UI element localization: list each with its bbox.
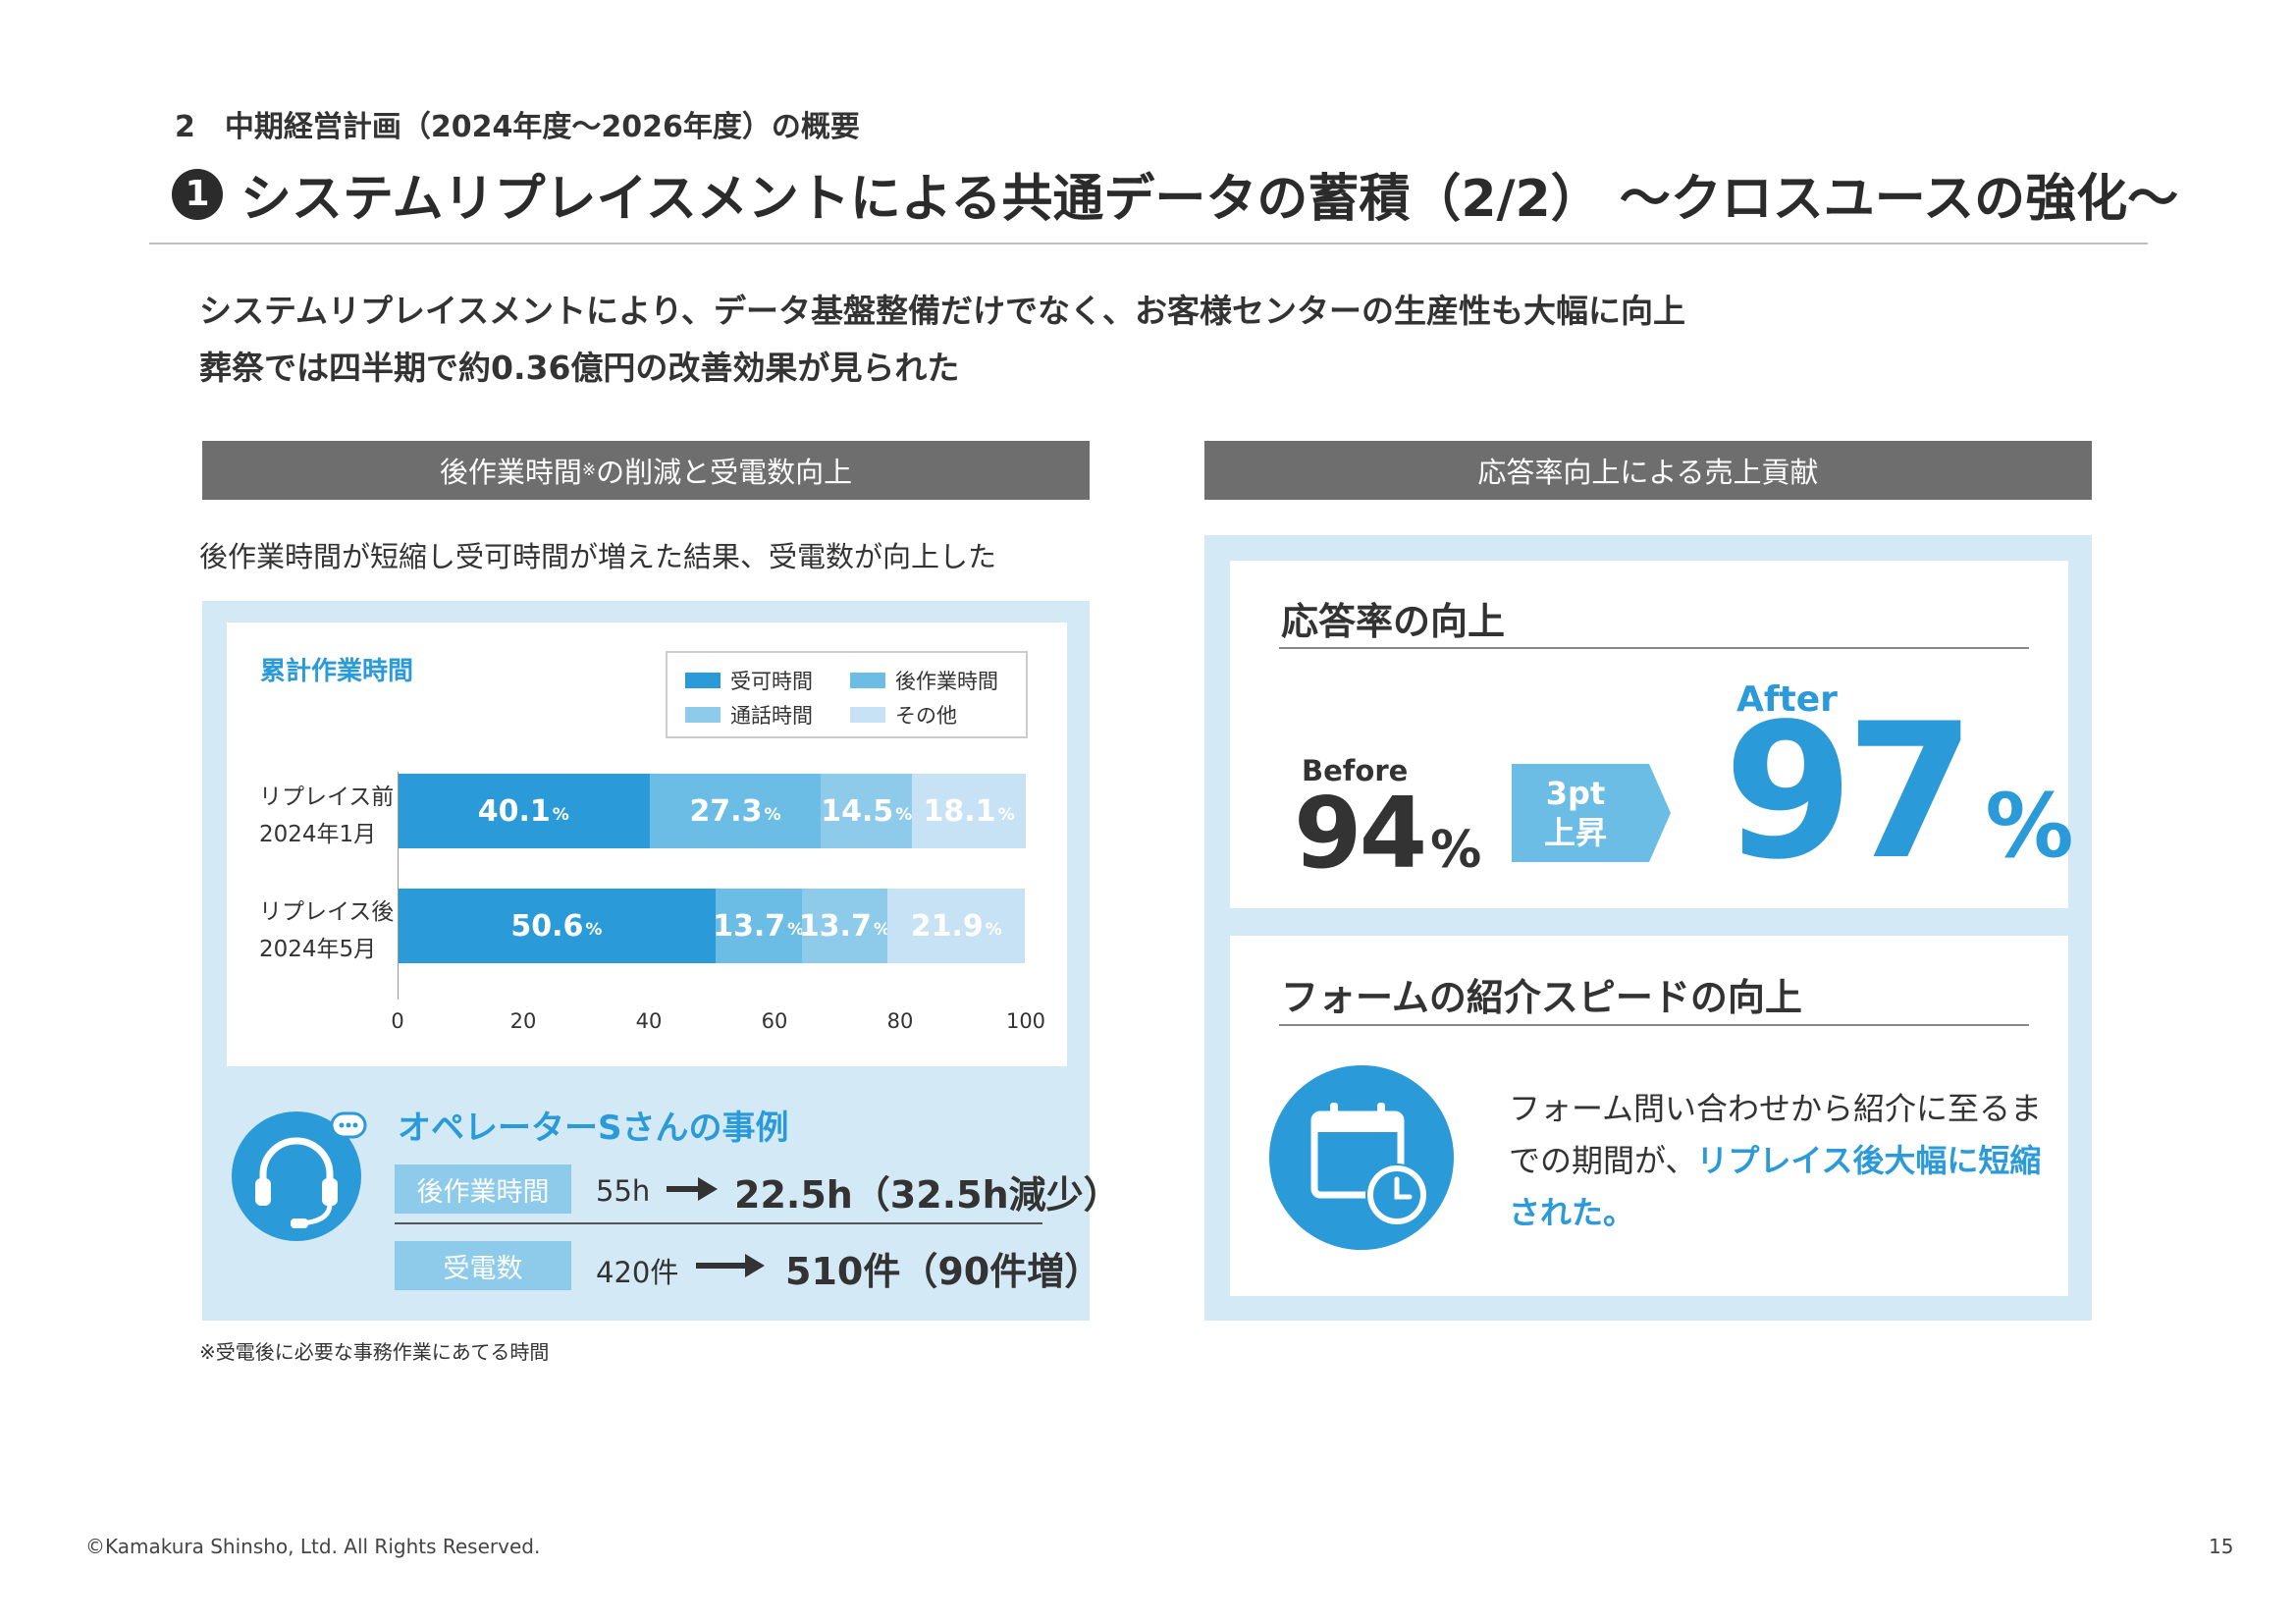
case-before-calls: 420件 (596, 1256, 679, 1289)
bar-plot-area: 40.1% 27.3% 14.5% 18.1% 50.6% 13.7% 13.7% 21.9% (398, 774, 1026, 970)
bar-value-unit: % (552, 805, 569, 825)
legend-label-other: その他 (895, 704, 957, 728)
after-value: 97% (1724, 699, 2074, 886)
after-unit: % (1985, 775, 2074, 878)
increase-word: 上昇 (1543, 814, 1607, 851)
bar-value-label: 21.9 (910, 908, 984, 944)
legend-item-available: 受可時間 (685, 666, 813, 695)
left-header-tail: の削減と受電数向上 (596, 456, 853, 489)
bar-segment: 40.1% (398, 774, 650, 848)
bar-segment: 18.1% (912, 774, 1026, 848)
legend-swatch-call (685, 707, 721, 723)
legend-swatch-available (685, 673, 721, 688)
response-heading: 応答率の向上 (1281, 600, 1506, 643)
after-number: 97 (1724, 683, 1975, 900)
increase-arrow-shape (1512, 764, 1671, 862)
section-label: 2 中期経営計画（2024年度～2026年度）の概要 (175, 110, 860, 144)
lead-line-2: 葬祭では四半期で約0.36億円の改善効果が見られた (199, 349, 960, 387)
page-title: 1 システムリプレイスメントによる共通データの蓄積（2/2） ～クロスユースの強… (172, 157, 2178, 231)
operator-headset-icon (232, 1111, 367, 1241)
form-heading-rule (1279, 1024, 2029, 1026)
x-tick-label: 20 (509, 1009, 537, 1033)
bar-value-label: 13.7 (798, 908, 872, 944)
bar-value-unit: % (585, 920, 603, 940)
bar-value-label: 50.6 (510, 908, 584, 944)
page-number: 15 (2209, 1535, 2234, 1558)
before-value: 94% (1294, 776, 1481, 891)
bar-segment: 13.7% (798, 889, 890, 963)
form-description-plain: フォーム問い合わせから紹介に至るまでの期間が、 (1509, 1090, 2043, 1179)
left-header-main: 後作業時間 (439, 456, 582, 489)
case-tag-after-work: 後作業時間 (395, 1164, 571, 1214)
footnote: ※受電後に必要な事務作業にあてる時間 (199, 1340, 550, 1364)
row-label-after: リプレイス後 (259, 899, 395, 925)
form-description: フォーム問い合わせから紹介に至るまでの期間が、リプレイス後大幅に短縮された。 (1509, 1083, 2058, 1239)
legend-swatch-other (850, 707, 885, 723)
left-section-header: 後作業時間 ※ の削減と受電数向上 (202, 441, 1090, 500)
legend-label-available: 受可時間 (730, 670, 813, 693)
bar-value-label: 27.3 (689, 793, 763, 829)
legend-swatch-after-work (850, 673, 885, 688)
bar-value-label: 14.5 (821, 793, 894, 829)
increase-badge-text: 3pt 上昇 (1512, 764, 1639, 862)
x-tick-label: 100 (1005, 1009, 1046, 1033)
arrow-right-icon (696, 1254, 765, 1277)
bar-value-unit: % (764, 805, 781, 825)
before-label: Before (1302, 754, 1409, 787)
bar-value-unit: % (985, 920, 1002, 940)
case-after-after-work: 22.5h（32.5h減少） (734, 1173, 1121, 1217)
bar-value-label: 40.1 (477, 793, 551, 829)
legend-item-after-work: 後作業時間 (850, 666, 998, 695)
increase-amount: 3pt (1545, 775, 1606, 812)
legend-item-other: その他 (850, 700, 957, 730)
row-sublabel-before: 2024年1月 (259, 822, 377, 847)
bar-value-unit: % (873, 920, 890, 940)
bar-value-unit: % (997, 805, 1015, 825)
x-axis-ticks: 0 20 40 60 80 100 (391, 1009, 1045, 1037)
legend-label-after-work: 後作業時間 (895, 670, 998, 693)
left-caption: 後作業時間が短縮し受可時間が増えた結果、受電数が向上した (199, 540, 997, 573)
x-tick-label: 60 (761, 1009, 788, 1033)
case-divider (395, 1222, 1042, 1224)
before-number: 94 (1294, 776, 1427, 891)
bar-value-unit: % (895, 805, 913, 825)
arrow-right-icon (667, 1177, 718, 1201)
right-section-header: 応答率向上による売上貢献 (1204, 441, 2092, 500)
legend-label-call: 通話時間 (730, 704, 813, 728)
bar-value-unit: % (787, 920, 805, 940)
bar-segment: 13.7% (713, 889, 805, 963)
y-axis-line (398, 772, 399, 1000)
case-before-after-work: 55h (596, 1174, 651, 1208)
form-heading: フォームの紹介スピードの向上 (1281, 976, 1802, 1019)
chart-title: 累計作業時間 (260, 657, 414, 686)
bar-value-label: 18.1 (923, 793, 996, 829)
chart-legend: 受可時間 後作業時間 通話時間 その他 (666, 651, 1028, 738)
bar-segment: 21.9% (887, 889, 1026, 963)
case-after-calls: 510件（90件増） (785, 1250, 1102, 1293)
bar-segment: 27.3% (649, 774, 822, 848)
page-title-text: システムリプレイスメントによる共通データの蓄積（2/2） ～クロスユースの強化～ (240, 170, 2179, 229)
case-tag-calls: 受電数 (395, 1241, 571, 1290)
left-header-note-mark: ※ (581, 460, 597, 480)
bar-value-label: 13.7 (713, 908, 786, 944)
calendar-clock-icon (1269, 1065, 1454, 1250)
x-tick-label: 80 (886, 1009, 914, 1033)
row-sublabel-after: 2024年5月 (259, 937, 377, 962)
title-divider (149, 243, 2148, 244)
bar-segment: 14.5% (821, 774, 912, 848)
form-description-highlight: リプレイス後大幅に短縮された。 (1509, 1142, 2042, 1231)
case-title: オペレーターSさんの事例 (398, 1109, 789, 1148)
after-label: After (1736, 679, 1838, 720)
legend-item-call: 通話時間 (685, 700, 813, 730)
response-heading-rule (1279, 647, 2029, 649)
copyright: ©Kamakura Shinsho, Ltd. All Rights Reser… (85, 1535, 541, 1558)
increase-badge: 3pt 上昇 (1512, 764, 1671, 862)
x-tick-label: 0 (391, 1009, 404, 1033)
title-number-badge: 1 (172, 168, 223, 220)
x-tick-label: 40 (635, 1009, 663, 1033)
bar-segment: 50.6% (398, 889, 716, 963)
before-unit: % (1430, 821, 1482, 880)
lead-line-1: システムリプレイスメントにより、データ基盤整備だけでなく、お客様センターの生産性… (199, 292, 1686, 330)
row-label-before: リプレイス前 (259, 785, 395, 810)
